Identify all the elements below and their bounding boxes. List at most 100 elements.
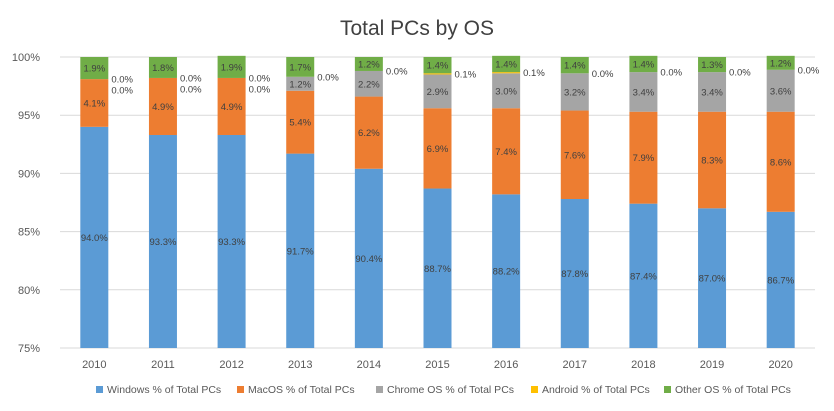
bar-segment [698,111,727,209]
y-tick-label: 85% [18,227,40,239]
chart-title: Total PCs by OS [340,17,494,40]
legend-swatch [237,386,244,393]
bar-segment [423,73,452,75]
bar-segment [423,74,452,109]
legend-item[interactable]: Android % of Total PCs [531,384,650,396]
x-tick-label: 2010 [82,359,106,371]
legend-swatch [96,386,103,393]
data-label: 87.8% [561,269,588,280]
data-label: 91.7% [287,246,314,257]
data-label: 3.4% [701,87,723,98]
bar-segment [492,72,521,74]
data-label: 7.9% [633,153,655,164]
data-label: 2.2% [358,79,380,90]
data-label: 0.0% [111,86,133,97]
legend-swatch [664,386,671,393]
y-tick-label: 90% [18,168,40,180]
data-label: 3.0% [495,86,517,97]
x-tick-label: 2011 [151,359,175,371]
legend-item[interactable]: Chrome OS % of Total PCs [376,384,514,396]
data-label: 4.9% [152,102,174,113]
y-tick-label: 80% [18,285,40,297]
data-label: 90.4% [355,254,382,265]
legend-label: Windows % of Total PCs [107,384,221,396]
bar-segment [217,55,246,78]
data-label: 8.3% [701,156,723,167]
legend-item[interactable]: Other OS % of Total PCs [664,384,791,396]
legend-swatch [376,386,383,393]
data-label: 3.2% [564,87,586,98]
bar-segment [354,168,383,348]
x-tick-label: 2012 [219,359,243,371]
x-tick-label: 2020 [768,359,792,371]
legend-label: Chrome OS % of Total PCs [387,384,514,396]
data-label: 0.1% [455,69,477,80]
legend-item[interactable]: MacOS % of Total PCs [237,384,355,396]
data-label: 6.2% [358,128,380,139]
data-label: 3.6% [770,86,792,97]
legend-label: MacOS % of Total PCs [248,384,355,396]
data-label: 1.3% [701,60,723,71]
data-label: 87.0% [699,274,726,285]
data-label: 3.4% [633,87,655,98]
data-label: 1.2% [770,58,792,69]
data-label: 94.0% [81,233,108,244]
data-label: 93.3% [218,237,245,248]
data-label: 86.7% [767,275,794,286]
bar-segment [492,73,521,109]
x-tick-label: 2014 [357,359,381,371]
data-label: 87.4% [630,271,657,282]
data-label: 6.9% [427,144,449,155]
data-label: 5.4% [289,118,311,129]
bar-segment [698,57,727,73]
data-label: 2.9% [427,87,449,98]
bar-segment [766,111,795,212]
data-label: 1.4% [495,59,517,70]
bar-segment [286,57,315,77]
bar-segment [354,96,383,169]
bar-segment [766,55,795,70]
data-label: 0.0% [180,84,202,95]
data-label: 4.1% [83,98,105,109]
bar-segment [560,73,589,111]
bar-segment [148,134,177,348]
x-tick-label: 2013 [288,359,312,371]
bar-segment [217,134,246,348]
bar-segment [286,90,315,154]
bar-segment [560,199,589,348]
bar-segment [286,76,315,91]
legend-label: Other OS % of Total PCs [675,384,791,396]
bar-segment [629,203,658,348]
data-label: 8.6% [770,157,792,168]
data-label: 1.9% [83,64,105,75]
data-label: 7.6% [564,150,586,161]
bar-segment [492,108,521,195]
legend-item[interactable]: Windows % of Total PCs [96,384,221,396]
bar-segment [629,55,658,73]
bar-segment [148,77,177,135]
bar-segment [629,111,658,204]
data-label: 0.0% [180,73,202,84]
bar-segment [423,108,452,189]
data-label: 1.7% [289,62,311,73]
data-label: 7.4% [495,147,517,158]
legend-label: Android % of Total PCs [542,384,650,396]
bar-segment [80,57,109,80]
data-label: 1.2% [358,59,380,70]
x-tick-label: 2019 [700,359,724,371]
bar-segment [286,153,315,348]
data-label: 1.4% [564,61,586,72]
bar-segment [423,188,452,348]
bar-segment [80,126,109,348]
data-label: 88.2% [493,267,520,278]
data-label: 1.8% [152,63,174,74]
y-tick-label: 100% [12,52,40,64]
bar-segment [423,57,452,74]
legend-swatch [531,386,538,393]
bar-segment [698,72,727,112]
data-label: 0.0% [729,68,751,79]
y-tick-label: 75% [18,343,40,355]
data-label: 1.4% [427,61,449,72]
bar-segment [560,110,589,200]
